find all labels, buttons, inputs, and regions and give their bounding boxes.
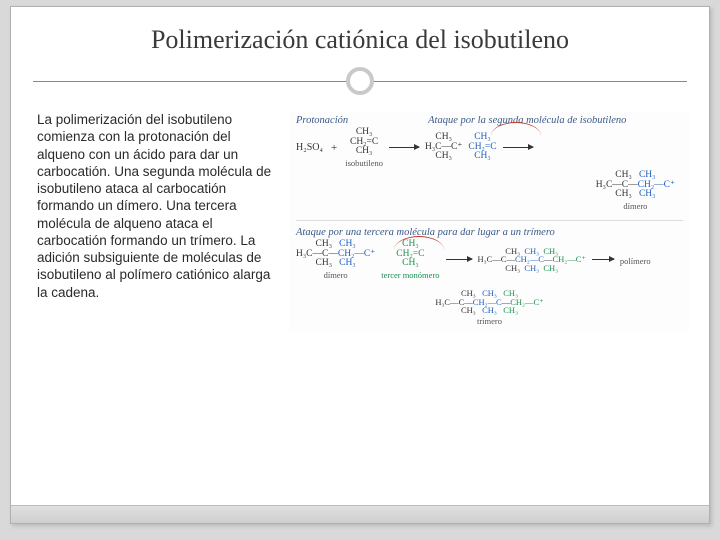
step1-headings: Protonación Ataque por la segunda molécu… xyxy=(296,115,683,128)
body-text: La polimerización del isobutileno comien… xyxy=(37,111,282,331)
arrow-1 xyxy=(389,147,419,148)
trimer-label: trímero xyxy=(477,317,502,326)
step1a-heading: Protonación xyxy=(296,115,348,126)
acid-formula: H₂SO₄ xyxy=(296,142,323,153)
polymer-label: polímero xyxy=(620,256,651,266)
arrow-2 xyxy=(503,147,533,148)
cc-ch3-bot: CH₃ xyxy=(435,152,452,162)
third-monomer-label: tercer monómero xyxy=(381,271,439,280)
tc-bot: CH₃ CH₃ CH₃ xyxy=(505,264,558,273)
isobutylene-label-1: isobutileno xyxy=(345,159,383,168)
title-divider xyxy=(33,67,687,97)
content-row: La polimerización del isobutileno comien… xyxy=(11,105,709,341)
tr-bot: CH₃ CH₃ CH₃ xyxy=(461,306,518,315)
iso2-ch3-bot: CH₃ xyxy=(474,152,491,162)
slide-bottom-bar xyxy=(11,505,709,523)
reaction-row-1: H₂SO₄ + CH₃ CH₂=C CH₃ isobutileno CH₃ H₃… xyxy=(296,128,683,167)
carbocation-1: CH₃ H₃C—C⁺ CH₃ xyxy=(425,133,462,162)
dimer-label-2: dímero xyxy=(324,271,348,280)
trimer-structure: CH₃ CH₃ CH₃ H₃C—C—CH₂—C—CH₂—C⁺ CH₃ CH₃ C… xyxy=(435,289,543,325)
arrow-4 xyxy=(592,259,614,260)
mol-ch3-bot: CH₃ xyxy=(356,147,373,157)
tm-bot: CH₃ xyxy=(402,259,419,269)
trimer-row: CH₃ CH₃ CH₃ H₃C—C—CH₂—C—CH₂—C⁺ CH₃ CH₃ C… xyxy=(296,289,683,325)
dr-bot: CH₃ CH₃ xyxy=(316,259,356,269)
plus-1: + xyxy=(329,142,339,154)
isobutylene-1: CH₃ CH₂=C CH₃ isobutileno xyxy=(345,128,383,167)
dimer-label: dímero xyxy=(623,202,647,211)
reaction-row-2: CH₃ CH₃ H₃C—C—CH₂—C⁺ CH₃ CH₃ dímero CH₃ … xyxy=(296,240,683,279)
dimer-bot: CH₃ CH₃ xyxy=(615,190,655,200)
arrow-3 xyxy=(446,259,472,260)
step2-section: Ataque por una tercera molécula para dar… xyxy=(296,220,683,325)
isobutylene-2: CH₃ CH₂=C CH₃ xyxy=(468,133,496,162)
slide-frame: Polimerización catiónica del isobutileno… xyxy=(10,6,710,524)
slide-title: Polimerización catiónica del isobutileno xyxy=(11,7,709,63)
dimer-reactant: CH₃ CH₃ H₃C—C—CH₂—C⁺ CH₃ CH₃ dímero xyxy=(296,240,375,279)
reaction-diagram: Protonación Ataque por la segunda molécu… xyxy=(290,111,689,331)
dimer-structure: CH₃ CH₃ H₃C—C—CH₂—C⁺ CH₃ CH₃ dímero xyxy=(596,171,675,210)
divider-circle-icon xyxy=(346,67,374,95)
dimer-row: CH₃ CH₃ H₃C—C—CH₂—C⁺ CH₃ CH₃ dímero xyxy=(296,171,683,210)
trimer-cation: CH₃ CH₃ CH₃ H₃C—C—CH₂—C—CH₂—C⁺ CH₃ CH₃ C… xyxy=(478,247,586,273)
step2-heading: Ataque por una tercera molécula para dar… xyxy=(296,227,683,238)
